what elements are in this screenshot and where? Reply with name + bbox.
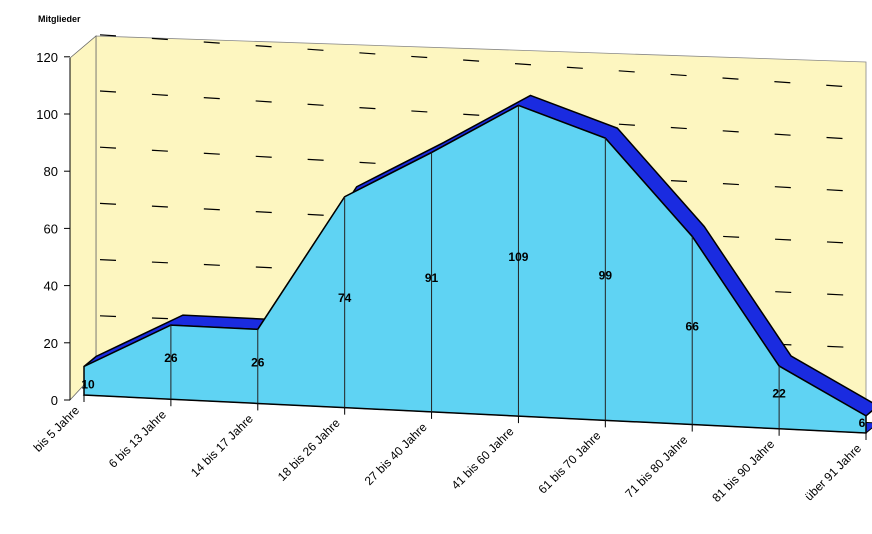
gridline	[99, 202, 867, 245]
data-label: 26	[251, 355, 265, 369]
x-tick-label: 6 bis 13 Jahre	[106, 407, 169, 470]
x-tick-label: 81 bis 90 Jahre	[709, 437, 777, 505]
x-tick-label: 27 bis 40 Jahre	[362, 420, 430, 488]
data-label: 6	[859, 416, 866, 430]
x-tick-label: 18 bis 26 Jahre	[275, 416, 343, 484]
category-dividers	[170, 105, 780, 429]
x-tick-label: 61 bis 70 Jahre	[536, 428, 604, 496]
y-tick-label: 0	[51, 393, 58, 408]
gridline	[99, 146, 867, 193]
y-axis-title: Mitglieder	[38, 14, 81, 24]
x-tick-label: über 91 Jahre	[802, 441, 864, 503]
data-label: 26	[164, 351, 178, 365]
data-label: 109	[508, 250, 528, 264]
side-wall	[69, 35, 97, 402]
gridline	[99, 90, 867, 141]
data-label: 66	[686, 320, 700, 334]
y-tick-label: 20	[44, 336, 58, 351]
y-tick-label: 100	[36, 107, 58, 122]
y-tick-label: 60	[44, 221, 58, 236]
x-tick-label: 41 bis 60 Jahre	[449, 424, 517, 492]
gridline	[99, 34, 867, 89]
y-tick-label: 40	[44, 279, 58, 294]
data-label: 91	[425, 271, 439, 285]
data-label: 99	[599, 268, 613, 282]
data-label: 10	[81, 378, 95, 392]
y-axis: 0 20 40 60 80 100 120	[36, 50, 71, 408]
data-label: 22	[772, 386, 786, 400]
x-tick-label: 14 bis 17 Jahre	[188, 411, 256, 479]
y-tick-label: 80	[44, 164, 58, 179]
data-labels: 10 26 26 74 91 109 99 66 22 6	[81, 250, 865, 430]
x-tick-label: bis 5 Jahre	[31, 403, 83, 455]
data-label: 74	[338, 291, 352, 305]
x-tick-label: 71 bis 80 Jahre	[622, 433, 690, 501]
y-tick-label: 120	[36, 50, 58, 65]
